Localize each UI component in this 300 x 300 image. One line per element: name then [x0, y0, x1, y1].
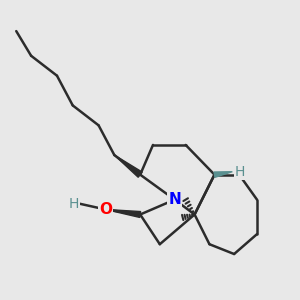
- Text: O: O: [99, 202, 112, 217]
- Polygon shape: [105, 209, 141, 217]
- Text: H: H: [235, 165, 245, 179]
- Text: N: N: [168, 192, 181, 207]
- Polygon shape: [214, 172, 232, 177]
- Text: H: H: [69, 196, 80, 211]
- Polygon shape: [114, 155, 142, 177]
